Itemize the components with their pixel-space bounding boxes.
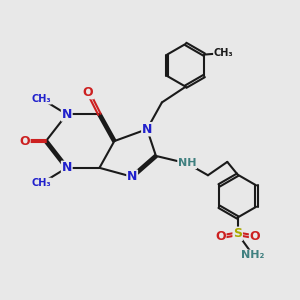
Text: N: N [127, 170, 137, 183]
Text: N: N [142, 123, 152, 136]
Text: O: O [215, 230, 226, 243]
Text: CH₃: CH₃ [32, 178, 51, 188]
Text: N: N [61, 161, 72, 174]
Text: N: N [61, 108, 72, 121]
Text: NH: NH [178, 158, 196, 168]
Text: NH₂: NH₂ [242, 250, 265, 260]
Text: S: S [233, 227, 242, 240]
Text: CH₃: CH₃ [214, 48, 233, 58]
Text: O: O [83, 85, 94, 98]
Text: CH₃: CH₃ [32, 94, 51, 104]
Text: O: O [250, 230, 260, 243]
Text: O: O [19, 135, 30, 148]
